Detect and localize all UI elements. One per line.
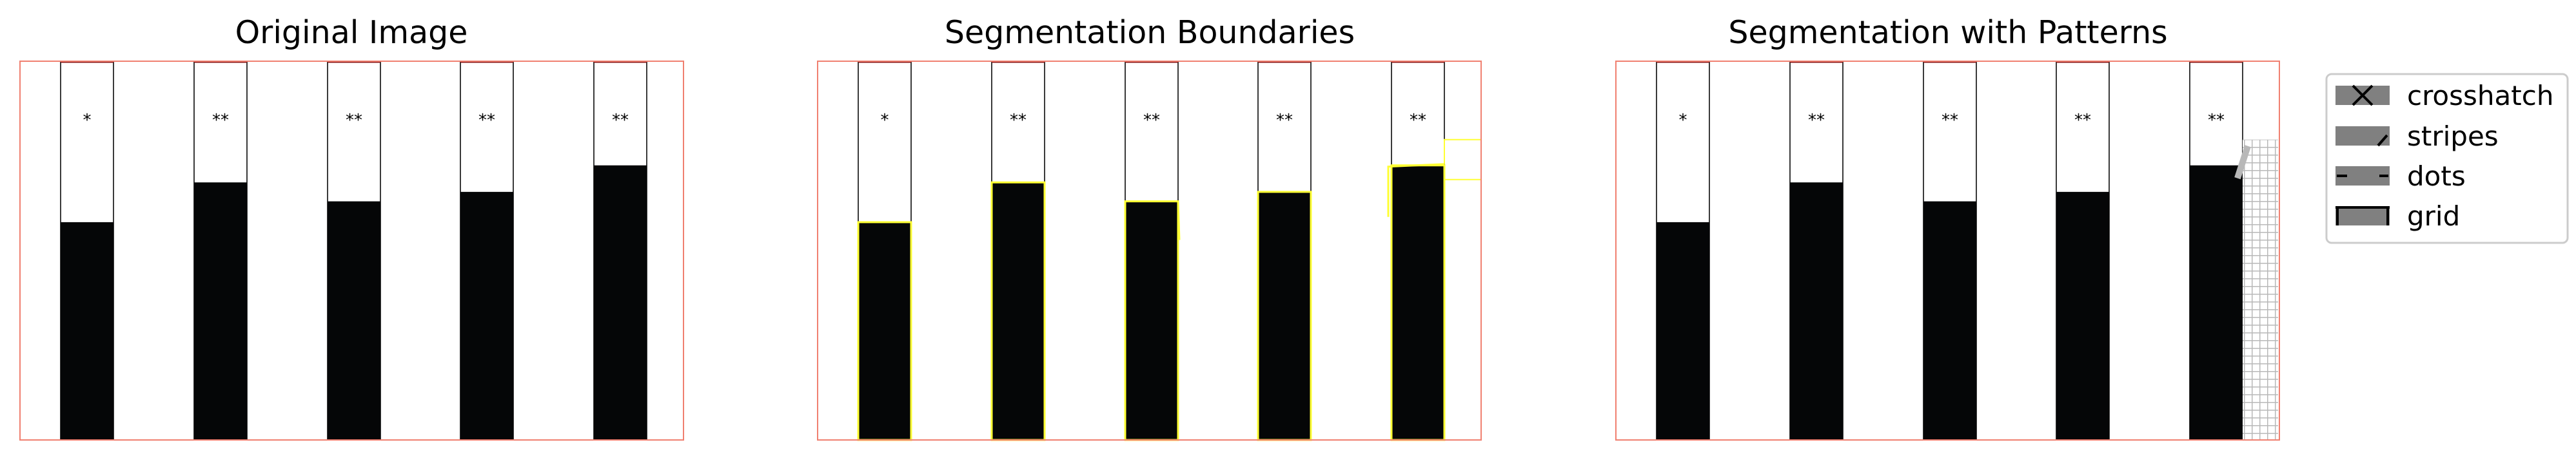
bar-label: ** (612, 111, 629, 130)
legend-label: grid (2407, 200, 2460, 232)
bar (1790, 182, 1843, 440)
bar (328, 201, 380, 440)
bar (1391, 165, 1444, 440)
bar-label: ** (1410, 111, 1426, 130)
bar-label: ** (2074, 111, 2091, 130)
panel-title: Segmentation with Patterns (1728, 14, 2167, 51)
pattern-fill (2243, 139, 2278, 440)
bar (992, 182, 1045, 440)
bar-label: ** (2208, 111, 2225, 130)
bar-label: ** (1942, 111, 1958, 130)
panel-patterns: Segmentation with Patterns * ** ** ** ** (1615, 14, 2280, 441)
boundary-artifact (1177, 201, 1181, 240)
bar (594, 165, 647, 440)
stripes-swatch-icon (2335, 126, 2390, 147)
plot-frame (19, 61, 684, 441)
plot-frame (1615, 61, 2280, 441)
bar-label: ** (1808, 111, 1825, 130)
plot-frame (817, 61, 1482, 441)
bar (1125, 201, 1178, 440)
panel-original: Original Image * ** ** ** ** (19, 14, 684, 441)
bar-label: ** (1010, 111, 1027, 130)
legend-label: crosshatch (2407, 80, 2553, 111)
bar (1657, 222, 1709, 440)
bar-label: * (83, 111, 92, 130)
bar (1258, 191, 1311, 440)
boundary-artifact (1444, 138, 1481, 180)
bar-label: * (881, 111, 889, 130)
bar-label: * (1679, 111, 1687, 130)
legend-label: dots (2407, 160, 2466, 192)
bar (2190, 165, 2243, 440)
panel-plot: * ** ** ** ** (1615, 61, 2280, 441)
panel-plot: * ** ** ** ** (19, 61, 684, 441)
bar (61, 222, 113, 440)
bar (194, 182, 247, 440)
panel-title: Original Image (235, 14, 468, 51)
bar (858, 222, 911, 440)
bar-label: ** (478, 111, 495, 130)
legend-item-grid: grid (2335, 200, 2460, 232)
legend-frame (2325, 73, 2569, 244)
legend-item-dots: dots (2335, 160, 2466, 192)
legend-item-stripes: stripes (2335, 120, 2499, 152)
legend-item-crosshatch: crosshatch (2335, 80, 2553, 111)
legend-label: stripes (2407, 120, 2499, 152)
panel-boundaries: Segmentation Boundaries * ** ** ** ** (817, 14, 1482, 441)
pattern-fill (2234, 145, 2251, 180)
bar-label: ** (212, 111, 229, 130)
bar-label: ** (1276, 111, 1293, 130)
bar-label: ** (1143, 111, 1160, 130)
boundary-artifact (1387, 163, 1445, 217)
bar (460, 191, 513, 440)
panel-title: Segmentation Boundaries (945, 14, 1355, 51)
grid-swatch-icon (2335, 206, 2390, 225)
crosshatch-swatch-icon (2335, 84, 2390, 106)
bar (1923, 201, 1976, 440)
bar (2056, 191, 2109, 440)
legend: crosshatch stripes dots grid (2325, 73, 2569, 244)
dots-swatch-icon (2335, 166, 2390, 186)
bar-label: ** (346, 111, 362, 130)
panel-plot: * ** ** ** ** (817, 61, 1482, 441)
